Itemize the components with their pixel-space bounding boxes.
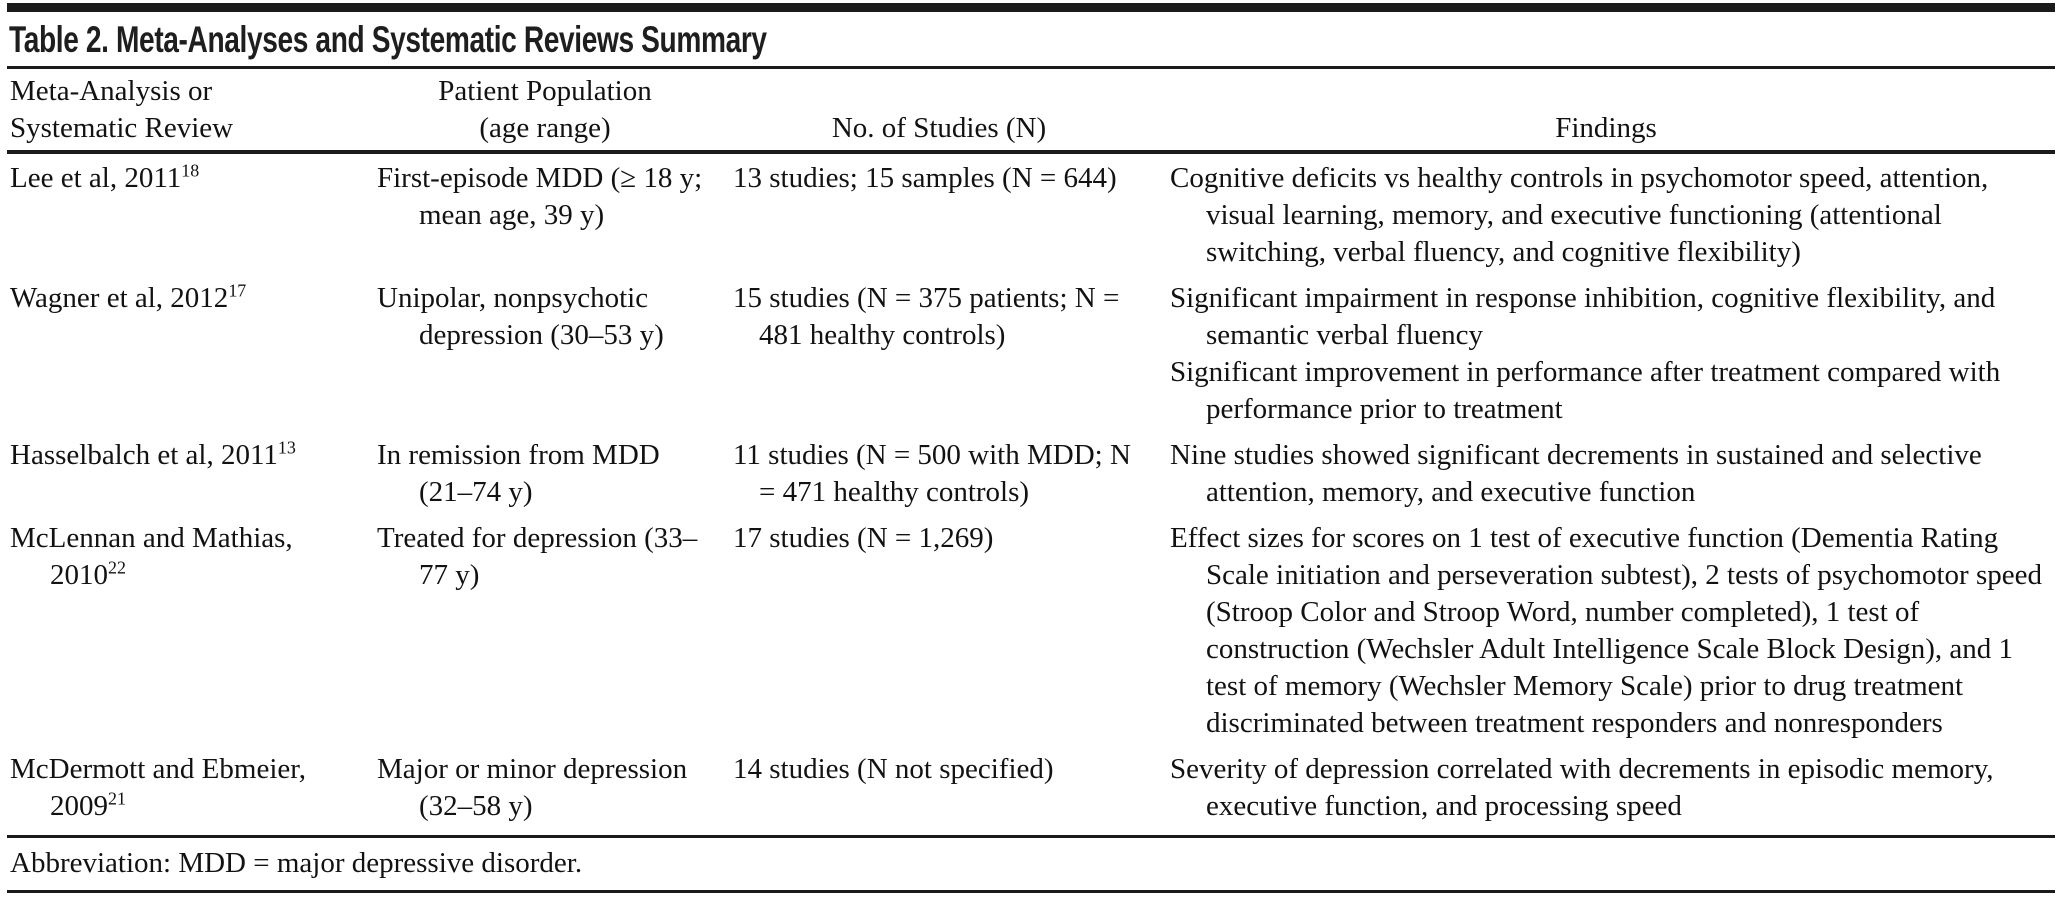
table-row: Wagner et al, 201217 Unipolar, nonpsycho…: [7, 271, 2055, 428]
finding-paragraph: Severity of depression correlated with d…: [1170, 753, 1994, 822]
column-header-study: Meta-Analysis or Systematic Review: [7, 73, 369, 147]
table-row: Hasselbalch et al, 201113 In remission f…: [7, 428, 2055, 511]
table-title-row: Table 2. Meta-Analyses and Systematic Re…: [7, 12, 2055, 66]
column-header-population-line2: (age range): [479, 112, 611, 144]
table-title: Table 2. Meta-Analyses and Systematic Re…: [9, 19, 767, 60]
reference-superscript: 21: [108, 788, 126, 809]
reference-superscript: 17: [228, 280, 247, 301]
study-citation: Hasselbalch et al, 2011: [10, 439, 278, 471]
table-body: Lee et al, 201118 First-episode MDD (≥ 1…: [7, 154, 2055, 835]
table-row: McLennan and Mathias, 201022 Treated for…: [7, 511, 2055, 742]
cell-findings: Effect sizes for scores on 1 test of exe…: [1157, 520, 2055, 742]
cell-study: Lee et al, 201118: [7, 160, 369, 271]
table-header-row: Meta-Analysis or Systematic Review Patie…: [7, 69, 2055, 150]
abbreviation-footnote: Abbreviation: MDD = major depressive dis…: [10, 847, 583, 879]
cell-study: McDermott and Ebmeier, 200921: [7, 751, 369, 825]
cell-no-of-studies: 14 studies (N not specified): [733, 753, 1054, 785]
top-thick-rule: [7, 3, 2055, 12]
cell-no-of-studies: 17 studies (N = 1,269): [733, 522, 994, 554]
column-header-study-line2: Systematic Review: [10, 112, 234, 144]
table-row: McDermott and Ebmeier, 200921 Major or m…: [7, 742, 2055, 825]
cell-no-of-studies: 15 studies (N = 375 patients; N = 481 he…: [733, 282, 1120, 351]
title-underline-rule: [7, 66, 2055, 69]
cell-patient-population: Major or minor depression (32–58 y): [377, 753, 688, 822]
table-row: Lee et al, 201118 First-episode MDD (≥ 1…: [7, 154, 2055, 271]
table-sheet: Table 2. Meta-Analyses and Systematic Re…: [7, 3, 2055, 893]
cell-patient-population: In remission from MDD (21–74 y): [377, 439, 660, 508]
study-citation: McLennan and Mathias, 2010: [10, 522, 293, 591]
cell-findings: Severity of depression correlated with d…: [1157, 751, 2055, 825]
cell-study: McLennan and Mathias, 201022: [7, 520, 369, 742]
header-underline-rule: [7, 150, 2055, 154]
bottom-rule: [7, 890, 2055, 893]
cell-study: Hasselbalch et al, 201113: [7, 437, 369, 511]
cell-study: Wagner et al, 201217: [7, 280, 369, 428]
cell-patient-population: Unipolar, nonpsychotic depression (30–53…: [377, 282, 664, 351]
column-header-findings-line2: Findings: [1555, 112, 1657, 144]
footnote-top-rule: [7, 835, 2055, 838]
cell-patient-population: Treated for depression (33–77 y): [377, 522, 698, 591]
column-header-population: Patient Population (age range): [369, 73, 721, 147]
study-citation: McDermott and Ebmeier, 2009: [10, 753, 306, 822]
finding-paragraph: Cognitive deficits vs healthy controls i…: [1170, 162, 1989, 268]
column-header-population-line1: Patient Population: [438, 75, 652, 107]
column-header-findings: Findings: [1157, 73, 2055, 147]
finding-paragraph: Nine studies showed significant decremen…: [1170, 439, 1982, 508]
finding-paragraph: Significant improvement in performance a…: [1170, 356, 2001, 425]
column-header-no-of-studies-line2: No. of Studies (N): [831, 112, 1047, 144]
column-header-no-of-studies-line1: [721, 73, 1157, 110]
reference-superscript: 18: [181, 160, 200, 181]
cell-no-of-studies: 11 studies (N = 500 with MDD; N = 471 he…: [733, 439, 1131, 508]
reference-superscript: 22: [108, 557, 126, 578]
cell-findings: Significant impairment in response inhib…: [1157, 280, 2055, 428]
study-citation: Lee et al, 2011: [10, 162, 182, 194]
study-citation: Wagner et al, 2012: [10, 282, 229, 314]
column-header-no-of-studies: No. of Studies (N): [721, 73, 1157, 147]
cell-no-of-studies: 13 studies; 15 samples (N = 644): [733, 162, 1117, 194]
finding-paragraph: Significant impairment in response inhib…: [1170, 282, 1996, 351]
cell-findings: Nine studies showed significant decremen…: [1157, 437, 2055, 511]
finding-paragraph: Effect sizes for scores on 1 test of exe…: [1170, 522, 2042, 739]
column-header-findings-line1: [1157, 73, 2055, 110]
reference-superscript: 13: [277, 437, 296, 458]
column-header-study-line1: Meta-Analysis or: [10, 75, 213, 107]
cell-findings: Cognitive deficits vs healthy controls i…: [1157, 160, 2055, 271]
cell-patient-population: First-episode MDD (≥ 18 y; mean age, 39 …: [377, 162, 703, 231]
